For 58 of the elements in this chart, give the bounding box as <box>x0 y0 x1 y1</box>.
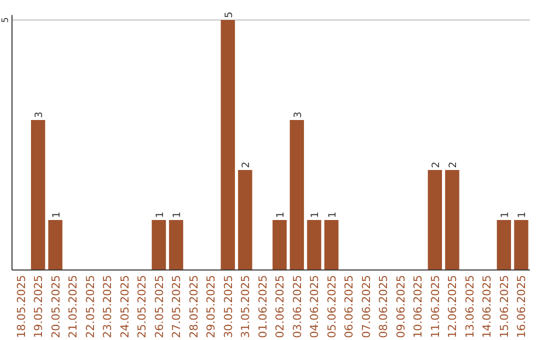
x-tick-label: 26.05.2025 <box>152 275 166 338</box>
data-label: 1 <box>154 212 166 218</box>
bar <box>307 220 322 270</box>
bar <box>324 220 338 270</box>
x-tick-label: 06.06.2025 <box>342 275 356 338</box>
x-tick-label: 30.05.2025 <box>222 275 235 338</box>
bar <box>152 220 166 270</box>
x-tick-label: 24.05.2025 <box>118 275 132 338</box>
x-tick-label: 18.05.2025 <box>14 275 28 338</box>
bar <box>496 220 512 270</box>
x-tick-label: 01.06.2025 <box>256 275 270 338</box>
data-label: 3 <box>34 112 46 118</box>
x-tick-label: 22.05.2025 <box>84 275 97 338</box>
data-label: 5 <box>224 12 235 18</box>
bar <box>30 120 46 270</box>
x-tick-label: 29.05.2025 <box>204 275 218 338</box>
x-tick-label: 20.05.2025 <box>49 275 62 338</box>
x-tick-label: 28.05.2025 <box>187 275 200 338</box>
bar <box>272 220 287 270</box>
bar <box>428 170 442 270</box>
x-tick-label: 07.06.2025 <box>360 275 373 338</box>
x-tick-label: 16.06.2025 <box>515 275 528 338</box>
x-tick-label: 02.06.2025 <box>274 275 287 338</box>
data-label: 1 <box>327 212 338 218</box>
data-label: 2 <box>448 162 460 168</box>
x-tick-label: 13.06.2025 <box>463 275 476 338</box>
x-tick-label: 03.06.2025 <box>290 275 304 338</box>
data-label: 1 <box>276 212 287 218</box>
bar <box>514 220 528 270</box>
x-tick-label: 10.06.2025 <box>412 275 425 338</box>
data-label: 1 <box>172 212 184 218</box>
x-tick-label: 21.05.2025 <box>66 275 80 338</box>
data-label: 1 <box>517 212 528 218</box>
x-tick-label: 25.05.2025 <box>136 275 149 338</box>
x-tick-label: 14.06.2025 <box>480 275 494 338</box>
data-label: 2 <box>430 162 442 168</box>
x-tick-label: 09.06.2025 <box>394 275 408 338</box>
bar <box>290 120 304 270</box>
data-label: 1 <box>500 212 511 218</box>
x-tick-label: 08.06.2025 <box>377 275 390 338</box>
data-label: 1 <box>310 212 322 218</box>
data-label: 3 <box>292 112 304 118</box>
x-tick-label: 23.05.2025 <box>101 275 114 338</box>
x-tick-label: 27.05.2025 <box>170 275 184 338</box>
x-tick-label: 19.05.2025 <box>32 275 46 338</box>
bar <box>169 220 184 270</box>
bar <box>220 20 235 270</box>
x-tick-label: 11.06.2025 <box>428 275 442 338</box>
x-tick-label: 12.06.2025 <box>446 275 460 338</box>
x-tick-label: 05.06.2025 <box>325 275 338 338</box>
bar <box>238 170 252 270</box>
x-tick-label: 15.06.2025 <box>498 275 511 338</box>
x-tick-label: 04.06.2025 <box>308 275 322 338</box>
data-label: 2 <box>241 162 252 168</box>
bar <box>48 220 62 270</box>
bar <box>445 170 460 270</box>
x-tick-label: 31.05.2025 <box>239 275 252 338</box>
data-label: 1 <box>51 212 62 218</box>
